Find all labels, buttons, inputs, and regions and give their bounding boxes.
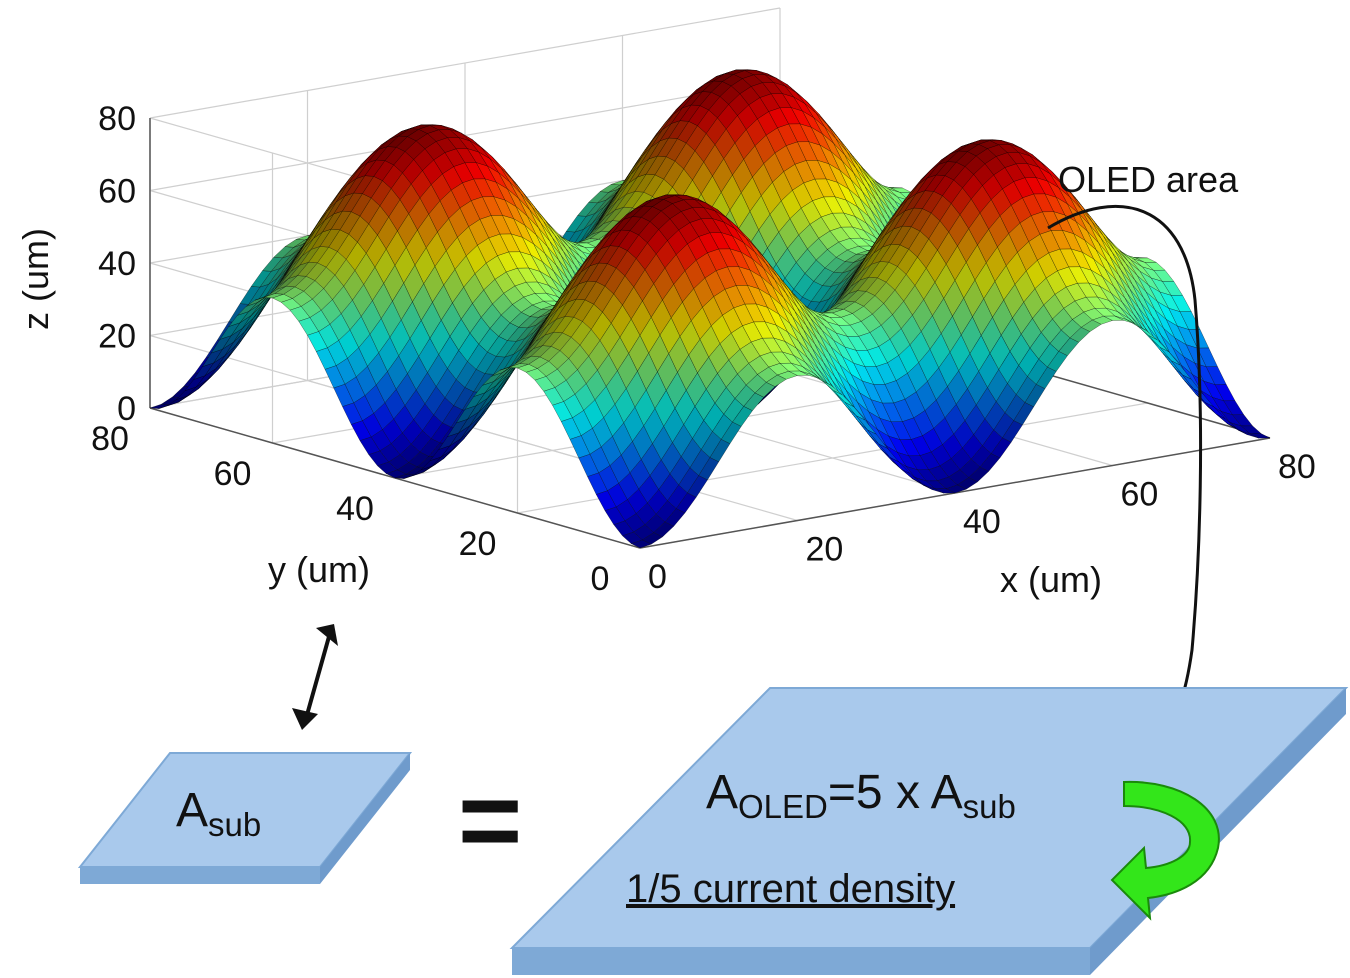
oled-area-label: OLED area <box>1058 159 1239 200</box>
x-tick-label: 40 <box>963 503 1001 541</box>
x-tick-label: 60 <box>1121 476 1159 514</box>
oled-area-arrow <box>1047 205 1203 741</box>
substrate-plate: Asub <box>77 752 413 884</box>
z-tick-label: 80 <box>98 100 136 138</box>
double-arrow-head-bottom <box>292 708 318 730</box>
y-tick-label: 80 <box>91 420 129 458</box>
a-oled-equation: AOLED=5 x Asub <box>706 766 1016 825</box>
y-axis-label: y (um) <box>268 549 370 590</box>
double-arrow-icon <box>303 632 332 723</box>
z-tick-label: 20 <box>98 318 136 356</box>
double-arrow-head-top <box>316 624 338 646</box>
y-tick-label: 0 <box>591 560 610 598</box>
oled-plate: AOLED=5 x Asub 1/5 current density <box>509 687 1349 975</box>
a-sub-label: Asub <box>176 784 261 843</box>
z-tick-label: 40 <box>98 245 136 283</box>
y-tick-label: 40 <box>336 490 374 528</box>
grid-line <box>149 7 781 119</box>
surface-patch <box>1249 433 1271 439</box>
x-tick-label: 80 <box>1278 448 1316 486</box>
equals-sign: = <box>458 759 522 882</box>
x-tick-label: 20 <box>806 531 844 569</box>
y-tick-label: 60 <box>214 455 252 493</box>
green-curved-arrow-icon <box>1110 780 1220 921</box>
x-axis-label: x (um) <box>1000 559 1102 600</box>
surface-plot <box>149 69 1271 549</box>
y-tick-label: 20 <box>459 525 497 563</box>
z-tick-label: 60 <box>98 173 136 211</box>
z-axis-label: z (um) <box>15 228 56 330</box>
z-tick-label: 0 <box>117 390 136 428</box>
x-tick-label: 0 <box>648 558 667 596</box>
current-density-label: 1/5 current density <box>626 867 955 911</box>
